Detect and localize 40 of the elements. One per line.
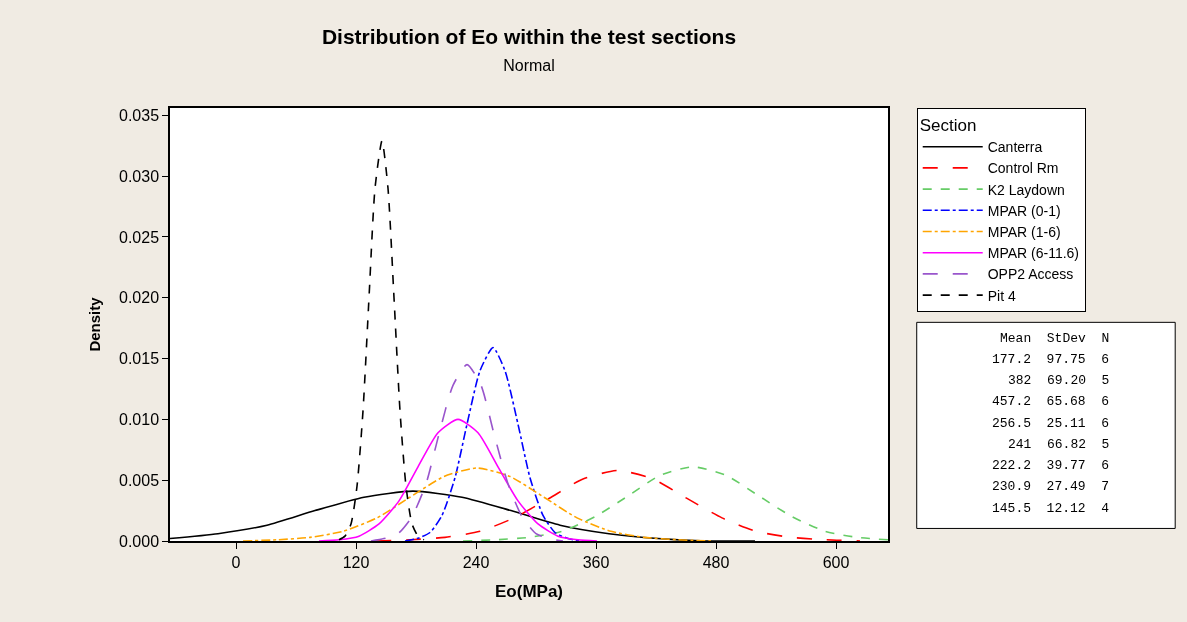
text: 230.9 27.49 7 [992, 479, 1110, 494]
text: 382 69.20 5 [1008, 373, 1110, 388]
text: 241 66.82 5 [1008, 437, 1110, 452]
line-series [242, 467, 712, 541]
y-tick-label: 0.030 [119, 167, 160, 185]
x-tick-label: 480 [702, 553, 730, 571]
y-tick-label: 0.000 [119, 532, 160, 550]
text: Mean StDev N [1000, 331, 1110, 346]
text: 177.2 97.75 6 [992, 352, 1110, 367]
line-series [462, 466, 888, 541]
legend-label: Pit 4 [987, 287, 1016, 304]
text: 256.5 25.11 6 [992, 416, 1110, 431]
text: 145.5 12.12 4 [992, 501, 1110, 516]
legend-label: OPP2 Access [987, 266, 1074, 283]
legend-label: Canterra [987, 139, 1043, 156]
chart-subtitle: Normal [503, 56, 555, 74]
legend-label: MPAR (6-11.6) [987, 245, 1079, 262]
x-tick-label: 120 [342, 553, 370, 571]
line-series [370, 363, 564, 541]
y-tick-label: 0.010 [119, 410, 160, 428]
y-axis-title: Density [85, 296, 103, 352]
y-tick-label: 0.015 [119, 350, 160, 368]
y-tick-label: 0.035 [119, 106, 160, 124]
y-tick-label: 0.020 [119, 289, 160, 307]
legend-title: Section [919, 116, 977, 136]
x-tick-label: 0 [231, 553, 241, 571]
x-axis-title: Eo(MPa) [495, 581, 563, 601]
text: 222.2 39.77 6 [992, 458, 1110, 473]
x-tick-label: 600 [822, 553, 850, 571]
legend-label: MPAR (0-1) [987, 202, 1061, 219]
chart-title: Distribution of Eo within the test sections [321, 24, 737, 48]
x-tick-label: 240 [462, 553, 490, 571]
legend-label: K2 Laydown [987, 181, 1065, 198]
legend-label: Control Rm [987, 160, 1059, 177]
text: 457.2 65.68 6 [992, 394, 1110, 409]
y-tick-label: 0.005 [119, 471, 160, 489]
legend-label: MPAR (1-6) [987, 223, 1061, 240]
line-series [318, 418, 598, 541]
y-tick-label: 0.025 [119, 228, 160, 246]
x-tick-label: 360 [582, 553, 610, 571]
